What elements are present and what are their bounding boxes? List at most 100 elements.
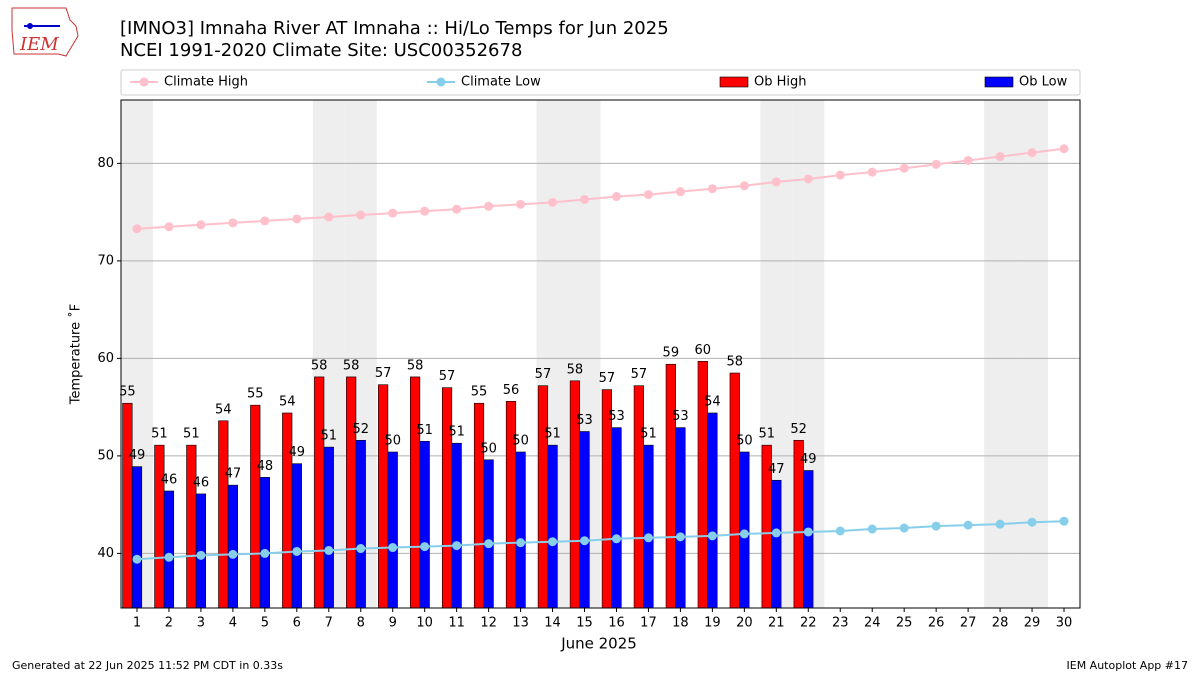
bar [665,363,676,609]
x-tick-label: 22 [800,616,817,631]
bar [122,402,133,609]
legend-box [120,69,1081,96]
legend-swatch [984,76,1014,88]
line-marker [643,190,653,200]
line-marker [675,187,685,197]
bar [707,412,718,609]
x-tick-label: 18 [672,616,689,631]
x-tick-label: 16 [608,616,625,631]
logo-dot [27,23,33,29]
line-marker [739,529,749,539]
data-label: 49 [800,452,817,467]
bar [409,376,421,609]
line-marker [132,224,142,234]
data-label: 50 [480,441,497,456]
line-marker [707,531,717,541]
line-marker [452,541,462,551]
data-label: 46 [193,475,210,490]
legend-label: Climate Low [461,75,541,90]
data-label: 52 [352,422,369,437]
bar [282,412,293,609]
data-label: 51 [416,423,433,438]
y-tick-label: 50 [97,448,114,463]
line-marker [420,206,430,216]
bar [154,444,165,609]
data-label: 54 [215,402,232,417]
x-tick-label: 1 [133,616,141,631]
legend-label: Climate High [164,75,248,90]
data-label: 59 [663,346,680,361]
data-label: 47 [225,467,242,482]
bar [537,385,549,609]
line [136,147,1065,230]
data-label: 58 [311,358,328,373]
line-marker [835,526,845,536]
data-label: 57 [599,371,616,386]
line-marker [388,208,398,218]
data-label: 55 [119,385,136,400]
x-tick-label: 20 [736,616,753,631]
data-label: 58 [343,358,360,373]
line-marker [899,163,909,173]
line-marker [611,534,621,544]
x-tick-label: 28 [992,616,1009,631]
x-tick-label: 3 [197,616,205,631]
line-marker [1027,148,1037,158]
x-tick-label: 15 [576,616,593,631]
chart-subtitle: NCEI 1991-2020 Climate Site: USC00352678 [120,40,522,61]
line-marker [196,220,206,230]
x-tick-label: 6 [293,616,301,631]
line-marker [356,210,366,220]
data-label: 57 [375,366,392,381]
line-marker [292,214,302,224]
x-tick-label: 7 [325,616,333,631]
line-marker [995,519,1005,529]
data-label: 53 [672,409,689,424]
line-marker [164,222,174,232]
data-label: 56 [503,383,520,398]
bar [643,444,654,609]
data-label: 49 [129,448,146,463]
data-label: 51 [321,429,338,444]
logo-outline [11,7,79,57]
x-tick-label: 17 [640,616,657,631]
chart-title: [IMNO3] Imnaha River AT Imnaha :: Hi/Lo … [120,18,669,39]
line-marker [196,550,206,560]
line-marker [643,533,653,543]
data-label: 58 [726,355,743,370]
x-tick-label: 29 [1024,616,1041,631]
line-marker [739,181,749,191]
line-marker [228,549,238,559]
x-axis-label: June 2025 [560,635,637,653]
x-tick-label: 13 [512,616,529,631]
x-tick-label: 12 [480,616,497,631]
line-marker [548,537,558,547]
line-marker [963,520,973,530]
bar [186,444,197,609]
x-tick-label: 10 [416,616,433,631]
line-marker [963,155,973,165]
bar [771,479,782,609]
data-label: 58 [567,362,584,377]
line-marker [580,194,590,204]
bar [250,404,261,609]
data-label: 48 [257,459,274,474]
line-marker [931,159,941,169]
bar [163,490,175,609]
data-label: 57 [631,367,648,382]
y-tick-label: 70 [97,253,114,268]
x-tick-label: 27 [960,616,977,631]
line-marker [516,199,526,209]
bar [355,439,366,609]
data-label: 58 [407,358,424,373]
data-label: 60 [695,343,712,358]
weekend-band [1016,100,1049,608]
x-tick-label: 26 [928,616,945,631]
footer-left: Generated at 22 Jun 2025 11:52 PM CDT in… [12,659,283,672]
line-marker [292,546,302,556]
line-marker [324,212,334,222]
bar [419,440,430,609]
y-tick-label: 60 [97,351,114,366]
line-marker [452,204,462,214]
